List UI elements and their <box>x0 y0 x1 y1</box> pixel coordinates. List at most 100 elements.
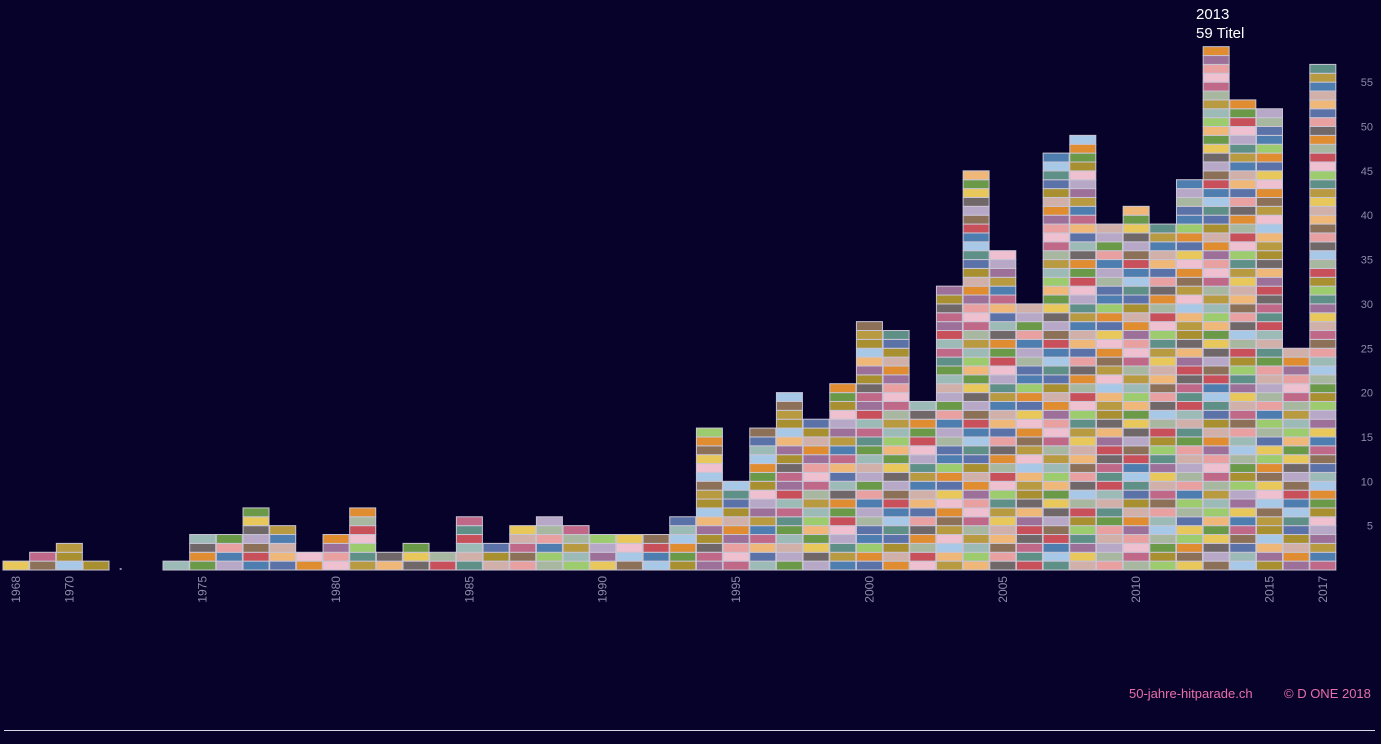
bar-1985[interactable] <box>455 516 483 571</box>
footer-site-link[interactable]: 50-jahre-hitparade.ch <box>1129 686 1253 701</box>
bar-block <box>589 542 617 553</box>
bar-block <box>1095 338 1123 349</box>
bar-block <box>1202 223 1230 234</box>
bar-block <box>1095 232 1123 243</box>
bar-block <box>509 534 537 544</box>
bar-1968[interactable] <box>2 560 30 571</box>
bar-1970[interactable] <box>55 542 83 571</box>
bar-block <box>749 498 777 509</box>
bar-block <box>935 383 963 394</box>
bar-block <box>1015 392 1043 402</box>
bar-2007[interactable] <box>1042 152 1070 571</box>
bar-block <box>935 312 963 323</box>
bar-2004[interactable] <box>962 170 990 571</box>
bar-block <box>1069 551 1097 562</box>
bar-2001[interactable] <box>882 330 910 571</box>
bar-1977[interactable] <box>242 507 270 571</box>
bar-block <box>1202 303 1230 314</box>
bar-1994[interactable] <box>695 427 723 571</box>
bar-block <box>1015 498 1043 509</box>
bar-1969[interactable] <box>29 551 57 571</box>
bar-1980[interactable] <box>322 534 350 571</box>
bar-2002[interactable] <box>909 400 937 571</box>
bar-block <box>1202 294 1230 305</box>
bar-block <box>1015 471 1043 482</box>
bar-2014[interactable] <box>1229 99 1257 571</box>
bar-block <box>775 463 803 473</box>
bar-block <box>882 338 910 349</box>
bar-block <box>1309 63 1337 74</box>
bar-2006[interactable] <box>1015 303 1043 571</box>
bar-1992[interactable] <box>642 534 670 571</box>
bar-1974[interactable] <box>162 560 190 571</box>
bar-1997[interactable] <box>775 392 803 571</box>
bar-block <box>1229 99 1257 110</box>
bar-block <box>962 445 990 456</box>
bar-1981[interactable] <box>349 507 377 571</box>
bar-block <box>1309 551 1337 562</box>
bar-1971[interactable] <box>82 560 110 571</box>
bar-block <box>962 259 990 269</box>
bar-block <box>1202 170 1230 181</box>
bar-block <box>269 560 297 571</box>
bar-block <box>1122 205 1150 216</box>
bar-block <box>935 507 963 518</box>
bar-block <box>1175 365 1203 376</box>
bar-block <box>989 321 1017 332</box>
bar-2015[interactable] <box>1255 108 1283 571</box>
bar-1987[interactable] <box>509 525 537 571</box>
bar-2005[interactable] <box>989 250 1017 571</box>
bar-2009[interactable] <box>1095 223 1123 571</box>
bar-1988[interactable] <box>535 516 563 571</box>
bar-1989[interactable] <box>562 525 590 571</box>
bar-block <box>1149 445 1177 456</box>
bar-1990[interactable] <box>589 534 617 571</box>
bar-1978[interactable] <box>269 525 297 571</box>
bar-1975[interactable] <box>189 534 217 571</box>
bar-block <box>1202 179 1230 190</box>
bar-1976[interactable] <box>215 534 243 571</box>
bar-block <box>695 525 723 536</box>
bar-1998[interactable] <box>802 418 830 571</box>
bar-2012[interactable] <box>1175 179 1203 571</box>
bar-block <box>1309 81 1337 92</box>
bar-block <box>1202 285 1230 296</box>
bar-block <box>1175 276 1203 287</box>
bar-block <box>1309 205 1337 216</box>
bar-block <box>1175 205 1203 216</box>
bar-block <box>829 560 857 571</box>
bar-2003[interactable] <box>935 285 963 571</box>
bar-block <box>509 551 537 562</box>
bar-block <box>962 471 990 482</box>
bar-1982[interactable] <box>375 551 403 571</box>
bar-2010[interactable] <box>1122 205 1150 571</box>
bar-block <box>1229 196 1257 207</box>
bar-2008[interactable] <box>1069 134 1097 571</box>
bar-block <box>1122 534 1150 544</box>
bar-2016[interactable] <box>1282 347 1310 571</box>
bar-1984[interactable] <box>429 551 457 571</box>
bar-1979[interactable] <box>295 551 323 571</box>
bar-1999[interactable] <box>829 383 857 571</box>
bar-1996[interactable] <box>749 427 777 571</box>
bar-block <box>1282 365 1310 376</box>
bar-1972[interactable] <box>119 568 122 570</box>
bar-block <box>1229 126 1257 136</box>
bar-block <box>242 560 270 571</box>
bar-1986[interactable] <box>482 542 510 571</box>
bar-1983[interactable] <box>402 542 430 571</box>
bar-block <box>1042 507 1070 518</box>
bar-block <box>989 312 1017 323</box>
bar-2011[interactable] <box>1149 223 1177 571</box>
bar-1995[interactable] <box>722 480 750 571</box>
bar-block <box>1282 400 1310 411</box>
bar-2017[interactable] <box>1309 63 1337 571</box>
bar-block <box>1202 534 1230 544</box>
bar-1993[interactable] <box>669 516 697 571</box>
bar-2013[interactable] <box>1202 46 1230 571</box>
bar-block <box>1255 489 1283 500</box>
bar-1991[interactable] <box>615 534 643 571</box>
bar-block <box>882 383 910 394</box>
bar-2000[interactable] <box>855 321 883 571</box>
